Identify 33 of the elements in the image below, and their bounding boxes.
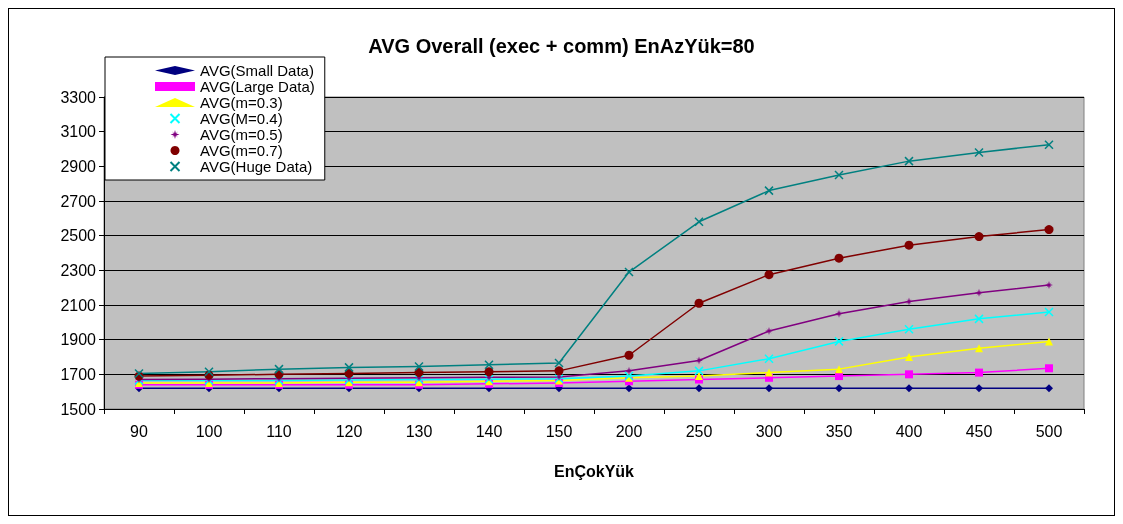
x-axis-title: EnÇokYük: [553, 462, 635, 480]
y-tick-label: 2300: [60, 261, 97, 279]
y-tick-label: 1900: [60, 331, 97, 349]
legend-label: AVG(Small Data): [200, 62, 314, 79]
y-tick-label: 2100: [60, 296, 97, 314]
legend-label: AVG(m=0.7): [200, 142, 283, 159]
y-tick-label: 2900: [60, 157, 97, 175]
y-tick-label: 2700: [60, 192, 97, 210]
x-tick-label: 300: [755, 422, 783, 440]
x-tick-label: 400: [895, 422, 923, 440]
y-tick-label: 3100: [60, 123, 97, 141]
y-tick-label: 1500: [60, 400, 97, 418]
x-tick-label: 120: [335, 422, 363, 440]
legend-label: AVG(m=0.3): [200, 94, 283, 111]
legend-label: AVG(m=0.5): [200, 126, 283, 143]
x-tick-label: 200: [615, 422, 643, 440]
x-tick-label: 500: [1035, 422, 1063, 440]
x-tick-label: 100: [195, 422, 223, 440]
x-tick-label: 250: [685, 422, 713, 440]
y-tick-label: 1700: [60, 365, 97, 383]
x-tick-label: 150: [545, 422, 573, 440]
x-tick-label: 350: [825, 422, 853, 440]
x-tick-label: 130: [405, 422, 433, 440]
chart-title: AVG Overall (exec + comm) EnAzYük=80: [368, 35, 755, 57]
x-tick-label: 450: [965, 422, 993, 440]
x-tick-label: 90: [130, 422, 148, 440]
legend-label: AVG(Large Data): [200, 78, 315, 95]
y-tick-label: 2500: [60, 227, 97, 245]
y-tick-label: 3300: [60, 88, 97, 106]
legend-label: AVG(Huge Data): [200, 158, 313, 175]
legend-label: AVG(M=0.4): [200, 110, 283, 127]
x-tick-label: 110: [266, 422, 292, 440]
x-tick-label: 140: [475, 422, 503, 440]
